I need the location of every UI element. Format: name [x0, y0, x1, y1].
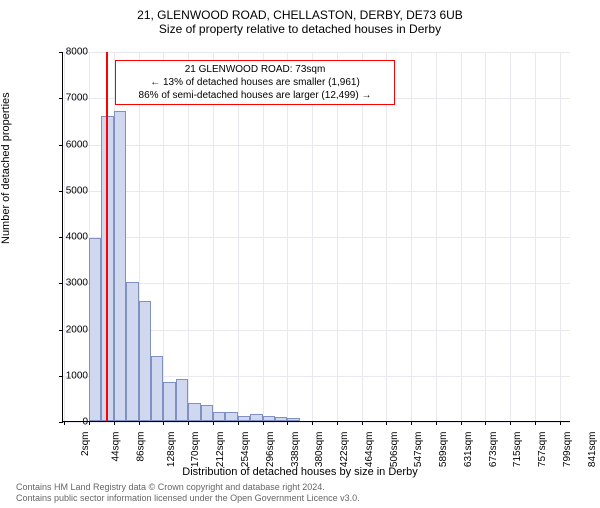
grid-line-v — [238, 52, 239, 421]
histogram-bar — [139, 301, 151, 421]
x-tick-label: 757sqm — [537, 432, 548, 468]
x-tick-mark — [386, 421, 387, 425]
annotation-box: 21 GLENWOOD ROAD: 73sqm ← 13% of detache… — [115, 60, 395, 105]
footer-line1: Contains HM Land Registry data © Crown c… — [16, 482, 360, 493]
histogram-bar — [201, 405, 213, 421]
x-tick-mark — [213, 421, 214, 425]
histogram-bar — [126, 282, 138, 421]
grid-line-v — [263, 52, 264, 421]
annotation-line2: ← 13% of detached houses are smaller (1,… — [122, 76, 388, 89]
x-tick-mark — [362, 421, 363, 425]
x-tick-mark — [337, 421, 338, 425]
footer-text: Contains HM Land Registry data © Crown c… — [16, 482, 360, 504]
histogram-bar — [250, 414, 262, 421]
x-tick-label: 254sqm — [240, 432, 251, 468]
chart-container: 21, GLENWOOD ROAD, CHELLASTON, DERBY, DE… — [0, 8, 600, 508]
grid-line-v — [312, 52, 313, 421]
histogram-bar — [275, 417, 287, 421]
grid-line-v — [163, 52, 164, 421]
x-tick-mark — [535, 421, 536, 425]
x-tick-label: 380sqm — [315, 432, 326, 468]
x-tick-mark — [510, 421, 511, 425]
x-tick-label: 44sqm — [111, 432, 122, 462]
x-tick-mark — [163, 421, 164, 425]
x-tick-label: 589sqm — [438, 432, 449, 468]
y-tick-label: 2000 — [48, 324, 88, 335]
y-tick-label: 5000 — [48, 185, 88, 196]
grid-line-v — [213, 52, 214, 421]
plot-area: 2sqm44sqm86sqm128sqm170sqm212sqm254sqm29… — [62, 52, 570, 422]
histogram-bar — [114, 111, 126, 421]
grid-line-v — [535, 52, 536, 421]
y-tick-label: 4000 — [48, 232, 88, 243]
x-tick-label: 2sqm — [80, 432, 91, 456]
x-tick-mark — [436, 421, 437, 425]
x-tick-label: 841sqm — [587, 432, 598, 468]
x-axis-label: Distribution of detached houses by size … — [0, 466, 600, 478]
x-tick-label: 715sqm — [512, 432, 523, 468]
grid-line-v — [362, 52, 363, 421]
x-tick-mark — [312, 421, 313, 425]
marker-line — [106, 52, 108, 421]
histogram-bar — [238, 416, 250, 421]
grid-line-v — [386, 52, 387, 421]
y-tick-label: 0 — [48, 417, 88, 428]
x-tick-mark — [89, 421, 90, 425]
x-tick-label: 464sqm — [364, 432, 375, 468]
chart-title-main: 21, GLENWOOD ROAD, CHELLASTON, DERBY, DE… — [0, 8, 600, 22]
x-tick-mark — [560, 421, 561, 425]
histogram-bar — [89, 238, 101, 421]
x-tick-mark — [238, 421, 239, 425]
histogram-bar — [176, 379, 188, 421]
x-tick-mark — [485, 421, 486, 425]
y-tick-label: 7000 — [48, 93, 88, 104]
x-tick-mark — [461, 421, 462, 425]
x-tick-label: 631sqm — [463, 432, 474, 468]
x-tick-mark — [114, 421, 115, 425]
grid-line-v — [485, 52, 486, 421]
grid-line-v — [436, 52, 437, 421]
x-tick-label: 128sqm — [166, 432, 177, 468]
x-tick-label: 296sqm — [265, 432, 276, 468]
annotation-line1: 21 GLENWOOD ROAD: 73sqm — [122, 63, 388, 76]
x-tick-label: 86sqm — [135, 432, 146, 462]
footer-line2: Contains public sector information licen… — [16, 493, 360, 504]
x-tick-label: 799sqm — [562, 432, 573, 468]
y-tick-label: 6000 — [48, 139, 88, 150]
grid-line-v — [287, 52, 288, 421]
chart-title-sub: Size of property relative to detached ho… — [0, 22, 600, 36]
grid-line-v — [411, 52, 412, 421]
x-tick-label: 422sqm — [339, 432, 350, 468]
histogram-bar — [163, 382, 175, 421]
x-tick-label: 547sqm — [413, 432, 424, 468]
x-tick-label: 170sqm — [190, 432, 201, 468]
grid-line-v — [188, 52, 189, 421]
grid-line-v — [510, 52, 511, 421]
y-tick-label: 1000 — [48, 370, 88, 381]
y-tick-label: 3000 — [48, 278, 88, 289]
histogram-bar — [188, 403, 200, 422]
x-tick-mark — [287, 421, 288, 425]
x-tick-mark — [139, 421, 140, 425]
annotation-line3: 86% of semi-detached houses are larger (… — [122, 89, 388, 102]
x-tick-mark — [263, 421, 264, 425]
y-axis-label: Number of detached properties — [0, 92, 12, 244]
x-tick-label: 673sqm — [488, 432, 499, 468]
x-tick-label: 212sqm — [215, 432, 226, 468]
grid-line-v — [337, 52, 338, 421]
y-tick-label: 8000 — [48, 47, 88, 58]
x-tick-mark — [188, 421, 189, 425]
histogram-bar — [263, 416, 275, 421]
x-tick-label: 338sqm — [290, 432, 301, 468]
x-tick-label: 506sqm — [389, 432, 400, 468]
grid-line-v — [461, 52, 462, 421]
histogram-bar — [287, 418, 299, 421]
histogram-bar — [225, 412, 237, 421]
grid-line-v — [560, 52, 561, 421]
histogram-bar — [213, 412, 225, 421]
histogram-bar — [151, 356, 163, 421]
x-tick-mark — [411, 421, 412, 425]
